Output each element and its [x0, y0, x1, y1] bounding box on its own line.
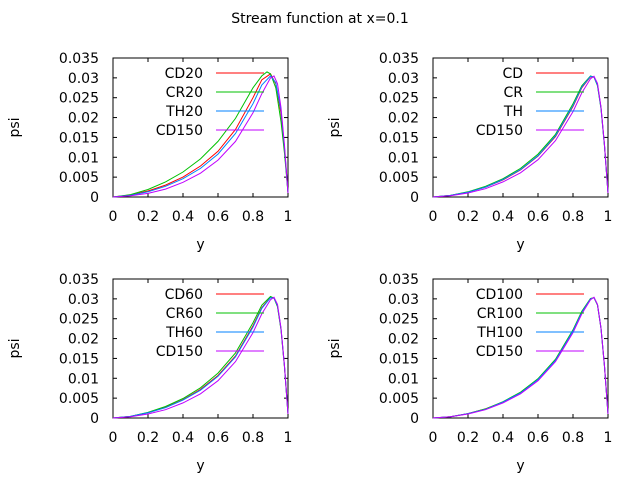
x-tick-label: 0.6	[527, 430, 549, 446]
legend-label: CD150	[476, 123, 523, 139]
y-tick-label: 0.02	[68, 111, 99, 127]
x-tick-label: 0.8	[242, 430, 264, 446]
x-tick-label: 0.2	[457, 209, 479, 225]
y-tick-label: 0.005	[379, 391, 419, 407]
x-tick-label: 0.8	[562, 209, 584, 225]
y-tick-label: 0.035	[379, 272, 419, 288]
y-axis-label: psi	[7, 338, 23, 358]
x-tick-label: 0	[429, 430, 438, 446]
y-tick-label: 0.03	[68, 292, 99, 308]
y-tick-label: 0.035	[59, 272, 99, 288]
x-tick-label: 0.2	[137, 209, 159, 225]
x-tick-label: 0.4	[172, 430, 194, 446]
panel-3: 0 0.005 0.01 0.015 0.02 0.025 0.03 0.035 0 0.2 0.4…	[7, 272, 292, 474]
y-tick-label: 0.015	[379, 130, 419, 146]
y-tick-label: 0.03	[388, 292, 419, 308]
x-tick-label: 0	[109, 209, 118, 225]
panel-2: 0 0.005 0.01 0.015 0.02 0.025 0.03 0.035 0 0.2 0.4…	[327, 51, 612, 253]
x-tick-label: 0	[429, 209, 438, 225]
legend-label: CR100	[477, 306, 523, 322]
series-line-th20	[112, 75, 289, 198]
y-tick-label: 0	[90, 190, 99, 206]
legend-label: TH	[503, 104, 523, 120]
x-tick-label: 0.2	[457, 430, 479, 446]
y-tick-label: 0.005	[59, 391, 99, 407]
legend-label: CD20	[165, 66, 203, 82]
x-axis-label: y	[516, 237, 524, 253]
legend-label: TH100	[476, 325, 523, 341]
y-tick-label: 0.025	[379, 312, 419, 328]
y-tick-label: 0.01	[388, 150, 419, 166]
x-tick-label: 0.8	[562, 430, 584, 446]
plot-frame	[112, 57, 289, 198]
x-tick-label: 0	[109, 430, 118, 446]
x-axis-label: y	[196, 237, 204, 253]
y-tick-label: 0	[410, 190, 419, 206]
plot-frame	[432, 57, 609, 198]
panel-4: 0 0.005 0.01 0.015 0.02 0.025 0.03 0.035 0 0.2 0.4…	[327, 272, 612, 474]
y-tick-label: 0.035	[379, 51, 419, 67]
y-tick-label: 0.03	[68, 71, 99, 87]
plot-frame	[432, 278, 609, 419]
x-tick-label: 0.6	[527, 209, 549, 225]
legend-label: CD150	[476, 344, 523, 360]
legend-label: CD150	[156, 123, 203, 139]
series-line-cd150	[432, 296, 609, 419]
x-tick-label: 1	[604, 430, 613, 446]
y-tick-label: 0.015	[59, 351, 99, 367]
y-tick-label: 0.025	[59, 91, 99, 107]
x-tick-label: 0.4	[172, 209, 194, 225]
y-tick-label: 0.01	[388, 371, 419, 387]
y-axis-label: psi	[327, 117, 343, 137]
series-line-cr20	[112, 71, 289, 198]
y-tick-label: 0.01	[68, 371, 99, 387]
y-axis-label: psi	[327, 338, 343, 358]
y-tick-label: 0.02	[68, 332, 99, 348]
y-axis-label: psi	[7, 117, 23, 137]
y-tick-label: 0.015	[379, 351, 419, 367]
y-tick-label: 0.03	[388, 71, 419, 87]
legend-label: CR20	[166, 85, 203, 101]
x-tick-label: 1	[284, 430, 293, 446]
x-tick-label: 0.4	[492, 209, 514, 225]
plot-frame	[112, 278, 289, 419]
legend-label: CD60	[165, 287, 203, 303]
legend-label: CD150	[156, 344, 203, 360]
y-tick-label: 0.02	[388, 111, 419, 127]
x-axis-label: y	[516, 458, 524, 474]
y-tick-label: 0	[410, 411, 419, 427]
x-tick-label: 0.8	[242, 209, 264, 225]
series-line-cd150	[112, 296, 289, 419]
series-line-cd150	[112, 75, 289, 198]
legend-label: CD	[502, 66, 523, 82]
y-tick-label: 0	[90, 411, 99, 427]
x-axis-label: y	[196, 458, 204, 474]
y-tick-label: 0.005	[379, 170, 419, 186]
x-tick-label: 0.2	[137, 430, 159, 446]
x-tick-label: 1	[284, 209, 293, 225]
legend-label: CR	[503, 85, 523, 101]
figure-title: Stream function at x=0.1	[231, 11, 409, 27]
legend-label: TH60	[165, 325, 203, 341]
y-tick-label: 0.02	[388, 332, 419, 348]
x-tick-label: 1	[604, 209, 613, 225]
legend-label: CR60	[166, 306, 203, 322]
panel-1: 0 0.005 0.01 0.015 0.02 0.025 0.03 0.035 0 0.2 0.4…	[7, 51, 292, 253]
x-tick-label: 0.6	[207, 430, 229, 446]
y-tick-label: 0.005	[59, 170, 99, 186]
y-tick-label: 0.015	[59, 130, 99, 146]
y-tick-label: 0.025	[59, 312, 99, 328]
series-line-cd150	[432, 75, 609, 198]
legend-label: CD100	[476, 287, 523, 303]
y-tick-label: 0.035	[59, 51, 99, 67]
x-tick-label: 0.6	[207, 209, 229, 225]
y-tick-label: 0.025	[379, 91, 419, 107]
y-tick-label: 0.01	[68, 150, 99, 166]
x-tick-label: 0.4	[492, 430, 514, 446]
legend-label: TH20	[165, 104, 203, 120]
